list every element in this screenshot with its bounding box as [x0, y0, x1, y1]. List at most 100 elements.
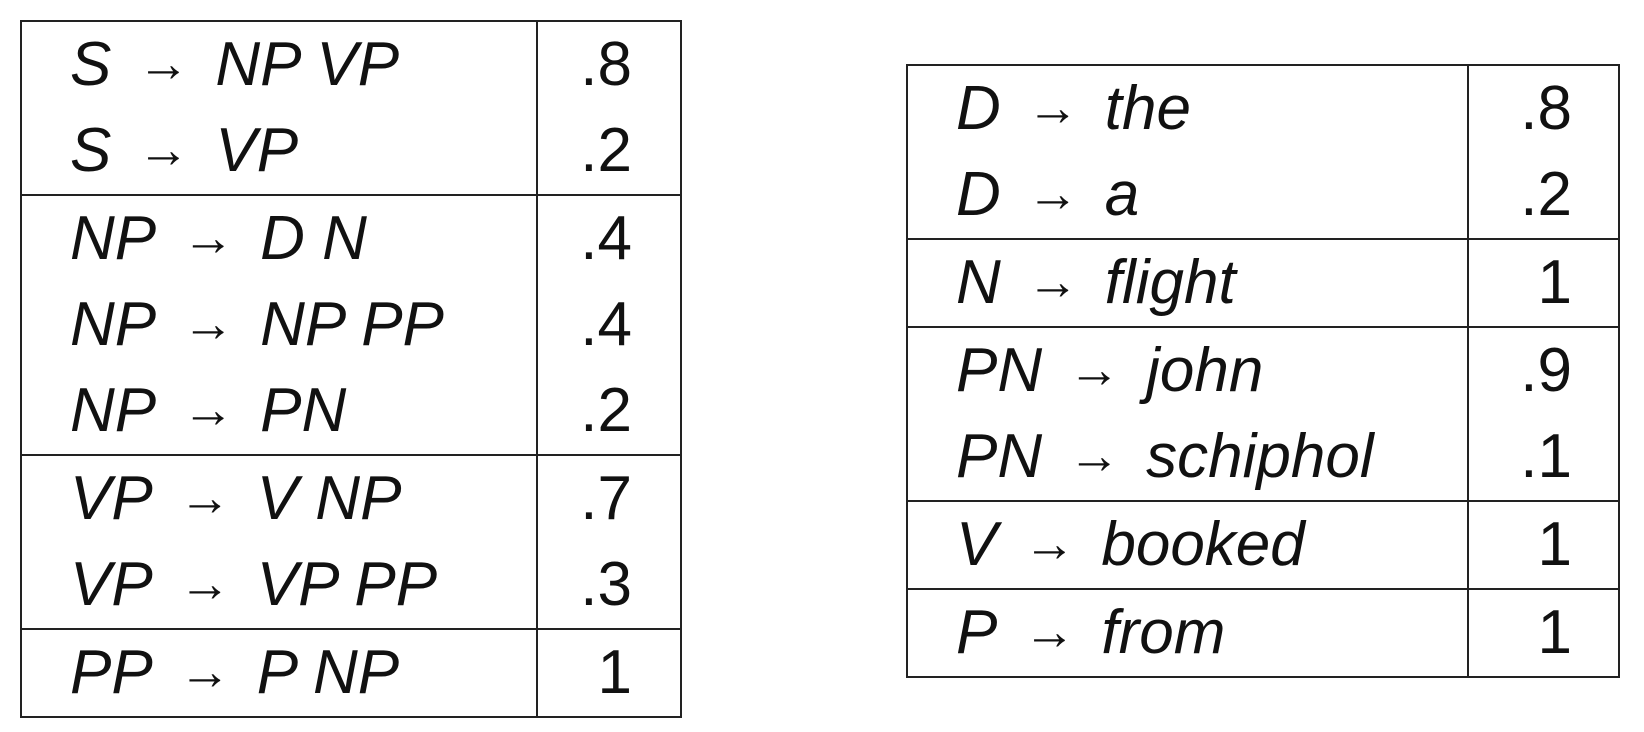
rules-cell: VP → V NP VP → VP PP [21, 455, 538, 629]
grammar-rule: V → booked [908, 502, 1467, 588]
rule-group: PN → john PN → schiphol .9 .1 [907, 327, 1619, 501]
grammar-rule: S → NP VP [22, 22, 536, 108]
rule-probability: .4 [580, 290, 632, 359]
rule-group: V → booked 1 [907, 501, 1619, 589]
rule-lhs: S [70, 30, 112, 99]
rule-rhs: NP PP [260, 290, 444, 359]
rule-probability: .8 [580, 30, 632, 99]
arrow-icon: → [1023, 603, 1076, 661]
rule-group: N → flight 1 [907, 239, 1619, 327]
rule-rhs: from [1101, 598, 1226, 667]
rule-rhs: NP VP [215, 30, 400, 99]
rule-lhs: NP [70, 290, 157, 359]
rules-cell: N → flight [907, 239, 1469, 327]
arrow-icon: → [1026, 165, 1079, 223]
rule-lhs: S [70, 116, 112, 185]
grammar-rule: VP → V NP [22, 456, 536, 542]
rule-lhs: D [956, 74, 1001, 143]
probabilities-cell: 1 [537, 629, 681, 717]
rules-cell: S → NP VP S → VP [21, 21, 538, 195]
rule-probability: .8 [1520, 74, 1572, 143]
arrow-icon: → [1068, 341, 1121, 399]
rule-probability: .7 [580, 464, 632, 533]
probabilities-cell: 1 [1468, 239, 1619, 327]
rule-probability: .1 [1520, 422, 1572, 491]
rule-group: S → NP VP S → VP .8 .2 [21, 21, 681, 195]
rule-lhs: V [956, 510, 998, 579]
probabilities-cell: 1 [1468, 501, 1619, 589]
rule-group: VP → V NP VP → VP PP .7 .3 [21, 455, 681, 629]
rule-probability: .2 [580, 116, 632, 185]
arrow-icon: → [178, 555, 231, 613]
rule-probability: .2 [580, 376, 632, 445]
rules-cell: NP → D N NP → NP PP NP → PN [21, 195, 538, 455]
rules-cell: PP → P NP [21, 629, 538, 717]
rules-cell: V → booked [907, 501, 1469, 589]
rule-lhs: VP [70, 550, 153, 619]
arrow-icon: → [1068, 427, 1121, 485]
arrow-icon: → [182, 381, 235, 439]
rule-probability: .9 [1520, 336, 1572, 405]
rule-group: PP → P NP 1 [21, 629, 681, 717]
probabilities-cell: 1 [1468, 589, 1619, 677]
arrow-icon: → [1023, 515, 1076, 573]
rule-lhs: NP [70, 204, 157, 273]
rules-cell: PN → john PN → schiphol [907, 327, 1469, 501]
rule-probability: 1 [597, 638, 632, 707]
rule-probability: 1 [1537, 248, 1572, 317]
grammar-rule: VP → VP PP [22, 542, 536, 628]
probabilities-cell: .9 .1 [1468, 327, 1619, 501]
rule-probability: .3 [580, 550, 632, 619]
grammar-rule: S → VP [22, 108, 536, 194]
grammar-rule: N → flight [908, 240, 1467, 326]
rule-rhs: the [1104, 74, 1191, 143]
grammar-rule: NP → NP PP [22, 282, 536, 368]
grammar-rule: D → the [908, 66, 1467, 152]
probabilities-cell: .4 .4 .2 [537, 195, 681, 455]
grammar-rule: PN → john [908, 328, 1467, 414]
grammar-rule: P → from [908, 590, 1467, 676]
lexical-rules-table: D → the D → a .8 .2 N → flight 1 PN → john PN → sc… [906, 64, 1620, 678]
arrow-icon: → [178, 469, 231, 527]
rule-lhs: NP [70, 376, 157, 445]
arrow-icon: → [1026, 253, 1079, 311]
rule-rhs: D N [260, 204, 367, 273]
rule-rhs: a [1104, 160, 1140, 229]
arrow-icon: → [178, 643, 231, 701]
rule-rhs: PN [260, 376, 347, 445]
probabilities-cell: .8 .2 [1468, 65, 1619, 239]
grammar-rule: D → a [908, 152, 1467, 238]
rule-group: P → from 1 [907, 589, 1619, 677]
rule-lhs: VP [70, 464, 153, 533]
rule-probability: .4 [580, 204, 632, 273]
rule-lhs: P [956, 598, 998, 667]
rule-lhs: PP [70, 638, 153, 707]
grammar-rule: NP → D N [22, 196, 536, 282]
rule-lhs: D [956, 160, 1001, 229]
rule-rhs: booked [1101, 510, 1305, 579]
rule-rhs: schiphol [1146, 422, 1374, 491]
grammar-rule: PN → schiphol [908, 414, 1467, 500]
rule-lhs: PN [956, 422, 1043, 491]
rule-rhs: V NP [256, 464, 402, 533]
arrow-icon: → [137, 35, 190, 93]
rules-cell: P → from [907, 589, 1469, 677]
probabilities-cell: .7 .3 [537, 455, 681, 629]
arrow-icon: → [1026, 79, 1079, 137]
arrow-icon: → [137, 121, 190, 179]
grammar-rule: PP → P NP [22, 630, 536, 716]
rules-cell: D → the D → a [907, 65, 1469, 239]
rule-lhs: N [956, 248, 1001, 317]
rule-rhs: VP [215, 116, 299, 185]
rule-lhs: PN [956, 336, 1043, 405]
rule-rhs: P NP [256, 638, 400, 707]
grammar-rule: NP → PN [22, 368, 536, 454]
arrow-icon: → [182, 295, 235, 353]
rule-probability: 1 [1537, 510, 1572, 579]
nonterminal-rules-table: S → NP VP S → VP .8 .2 NP → D N NP → NP PP NP → PN… [20, 20, 682, 718]
rule-rhs: VP PP [256, 550, 438, 619]
rule-probability: .2 [1520, 160, 1572, 229]
rule-rhs: flight [1104, 248, 1236, 317]
rule-probability: 1 [1537, 598, 1572, 667]
rule-rhs: john [1146, 336, 1264, 405]
